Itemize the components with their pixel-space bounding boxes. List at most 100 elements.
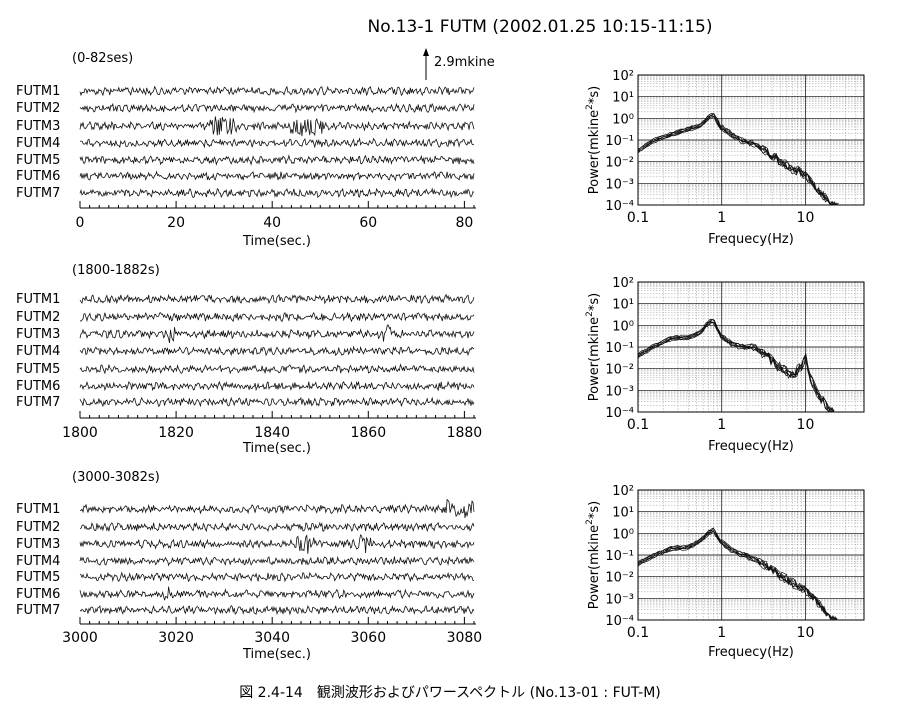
time-tick-label: 3020 (158, 630, 194, 646)
channel-label: FUTM1 (16, 502, 60, 517)
channel-label: FUTM5 (16, 362, 60, 377)
power-tick-label: 10⁻² (605, 571, 634, 586)
power-axis-title-main: Power(mkine (587, 110, 602, 194)
power-axis-title: Power(mkine2*s) (585, 293, 602, 402)
power-axis-title-sup: 2 (585, 104, 595, 110)
spectrum-curve-3 (637, 114, 839, 206)
power-axis-title: Power(mkine2*s) (585, 86, 602, 195)
power-tick-label: 10⁻³ (605, 592, 634, 607)
power-tick-label: 10⁻² (605, 156, 634, 171)
power-tick-label: 10⁻¹ (605, 134, 634, 149)
power-tick-label: 10² (612, 276, 634, 291)
power-tick-label: 10⁻² (605, 363, 634, 378)
channel-label: FUTM5 (16, 153, 60, 168)
freq-axis-title: Frequecy(Hz) (708, 232, 794, 247)
channel-label: FUTM6 (16, 587, 60, 602)
spectrum-curve-1 (637, 529, 838, 621)
figure-title: No.13-1 FUTM (2002.01.25 10:15-11:15) (367, 17, 712, 37)
time-axis-title: Time(sec.) (242, 234, 311, 249)
time-tick-label: 1800 (62, 425, 98, 441)
channel-label: FUTM2 (16, 520, 60, 535)
power-tick-label: 10⁰ (612, 112, 634, 127)
spectrum-curve-5 (637, 113, 839, 206)
spectrum-frame (637, 281, 865, 413)
spectrum-curve-3 (637, 530, 838, 621)
freq-tick-label: 0.1 (627, 417, 649, 433)
spectrum-curve-2 (637, 321, 835, 413)
panel-group: (0-82ses)FUTM1FUTM2FUTM3FUTM4FUTM5FUTM6F… (16, 51, 865, 662)
waveform-trace-futm7 (79, 396, 475, 408)
waveform-trace-futm3 (79, 534, 475, 554)
freq-tick-label: 10 (797, 417, 815, 433)
channel-label: FUTM6 (16, 169, 60, 184)
channel-label: FUTM7 (16, 186, 60, 201)
waveform-trace-futm5 (79, 154, 475, 166)
channel-label: FUTM5 (16, 570, 60, 585)
power-tick-label: 10¹ (612, 506, 634, 521)
section-label: (3000-3082s) (72, 470, 160, 485)
power-tick-label: 10⁰ (612, 319, 634, 334)
spectrum-curve-5 (637, 527, 838, 621)
channel-label: FUTM3 (16, 327, 60, 342)
power-tick-label: 10¹ (612, 298, 634, 313)
spectrum-panel: 10⁻⁴ 10⁻³ 10⁻² 10⁻¹ 10⁰ 10¹ 10² 0.1 1 10Frequecy(… (585, 276, 865, 454)
waveform-trace-futm1 (79, 498, 475, 519)
waveform-trace-futm7 (79, 604, 475, 616)
waveform-trace-futm2 (79, 521, 475, 533)
time-tick-label: 3080 (447, 630, 483, 646)
channel-label: FUTM2 (16, 310, 60, 325)
waveform-trace-futm3 (79, 324, 475, 344)
time-tick-label: 1860 (350, 425, 386, 441)
spectrum-curve-2 (637, 116, 839, 206)
freq-tick-label: 0.1 (627, 625, 649, 641)
freq-tick-label: 0.1 (627, 210, 649, 226)
freq-axis-title: Frequecy(Hz) (708, 645, 794, 660)
power-tick-label: 10⁰ (612, 527, 634, 542)
freq-axis-title: Frequecy(Hz) (708, 439, 794, 454)
waveform-trace-futm2 (79, 311, 475, 323)
channel-label: FUTM4 (16, 344, 60, 359)
power-tick-label: 10² (612, 484, 634, 499)
time-tick-label: 0 (76, 215, 85, 231)
power-axis-title-rest: *s) (587, 86, 602, 104)
spectrum-curve-7 (637, 319, 835, 413)
spectrum-curve-6 (637, 113, 839, 206)
section-label: (1800-1882s) (72, 263, 160, 278)
waveform-trace-futm3 (79, 116, 475, 137)
spectrum-curve-4 (637, 320, 835, 413)
waveform-trace-futm6 (79, 586, 475, 601)
power-axis-title-sup: 2 (585, 519, 595, 525)
time-tick-label: 3000 (62, 630, 98, 646)
channel-label: FUTM4 (16, 554, 60, 569)
channel-label: FUTM7 (16, 395, 60, 410)
time-tick-label: 3040 (254, 630, 290, 646)
spectrum-panel: 10⁻⁴ 10⁻³ 10⁻² 10⁻¹ 10⁰ 10¹ 10² 0.1 1 10Frequecy(… (585, 484, 865, 660)
time-tick-label: 80 (455, 215, 473, 231)
waveform-trace-futm2 (79, 102, 475, 114)
waveform-trace-futm4 (79, 555, 475, 567)
channel-label: FUTM1 (16, 84, 60, 99)
scale-bar-arrowhead (423, 48, 429, 56)
spectrum-curve-6 (637, 318, 835, 413)
spectrum-curve-4 (637, 530, 838, 621)
time-axis-title: Time(sec.) (242, 647, 311, 662)
channel-label: FUTM6 (16, 379, 60, 394)
time-tick-label: 3060 (350, 630, 386, 646)
section-label: (0-82ses) (72, 51, 133, 66)
figure-caption: 図 2.4-14 観測波形およびパワースペクトル (No.13-01 : FUT… (239, 684, 661, 701)
spectrum-frame (637, 74, 865, 206)
power-tick-label: 10⁻³ (605, 177, 634, 192)
channel-label: FUTM4 (16, 136, 60, 151)
channel-label: FUTM2 (16, 101, 60, 116)
freq-tick-label: 10 (797, 210, 815, 226)
waveform-trace-futm5 (79, 363, 475, 375)
waveform-trace-futm7 (79, 187, 475, 199)
waveform-trace-futm5 (79, 571, 475, 583)
time-tick-label: 40 (263, 215, 281, 231)
scale-bar-label: 2.9mkine (434, 55, 495, 70)
power-tick-label: 10¹ (612, 91, 634, 106)
power-axis-title-main: Power(mkine (587, 525, 602, 609)
channel-label: FUTM1 (16, 292, 60, 307)
spectrum-curve-7 (637, 113, 839, 206)
